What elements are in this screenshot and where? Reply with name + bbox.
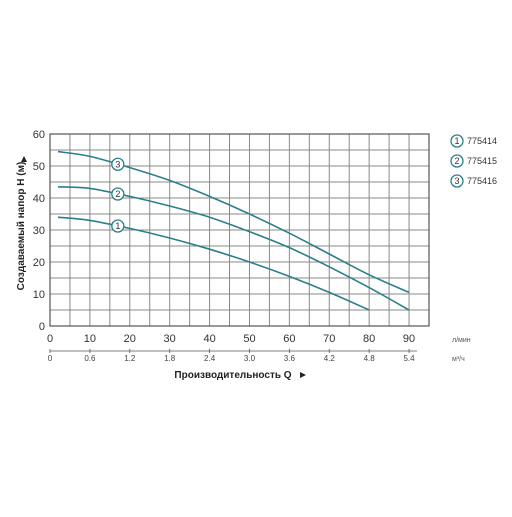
grid xyxy=(49,133,430,327)
series-marker-circle xyxy=(111,187,125,201)
x-tick-label: 20 xyxy=(124,333,136,345)
y-axis-label: Создаваемый напор H (м) xyxy=(16,162,27,291)
x-axis-label: Производительность Q xyxy=(174,370,291,381)
y-tick-label: 20 xyxy=(33,257,45,269)
legend-marker-circle xyxy=(450,134,464,148)
series-marker-3: 3 xyxy=(111,157,125,171)
legend-marker-circle xyxy=(450,174,464,188)
legend-label: 775414 xyxy=(467,136,497,146)
x-tick-label: 50 xyxy=(243,333,255,345)
x-tick-label-secondary: 4.8 xyxy=(364,354,376,363)
series-line-2 xyxy=(57,186,410,311)
legend-item-1: 1 775414 xyxy=(450,134,497,148)
x-tick-label-secondary: 3.0 xyxy=(244,354,256,363)
series-marker-number: 3 xyxy=(115,159,120,169)
x-tick-label: 10 xyxy=(84,333,96,345)
x-axis-title: Производительность Q xyxy=(174,370,306,381)
arrow-up-icon xyxy=(21,156,27,162)
y-tick-label: 50 xyxy=(33,161,45,173)
legend-label: 775416 xyxy=(467,176,497,186)
x-tick-label: 30 xyxy=(164,333,176,345)
y-tick-label: 60 xyxy=(33,129,45,141)
series-line-3 xyxy=(57,150,410,294)
legend: 1 775414 2 775415 3 775416 xyxy=(450,134,497,188)
legend-marker-number: 1 xyxy=(454,136,459,146)
x-tick-label: 80 xyxy=(363,333,375,345)
legend-item-2: 2 775415 xyxy=(450,154,497,168)
x-tick-label: 60 xyxy=(283,333,295,345)
series-layer xyxy=(57,150,410,311)
x-axis-unit-primary: л/мин xyxy=(452,337,471,344)
legend-item-3: 3 775416 xyxy=(450,174,497,188)
series-marker-number: 2 xyxy=(115,189,120,199)
y-tick-label: 40 xyxy=(33,193,45,205)
y-tick-label: 10 xyxy=(33,289,45,301)
series-marker-2: 2 xyxy=(111,187,125,201)
legend-label: 775415 xyxy=(467,156,497,166)
x-axis-unit-secondary: м³/ч xyxy=(452,356,465,363)
legend-marker-number: 3 xyxy=(454,176,459,186)
x-tick-label-secondary: 2.4 xyxy=(204,354,216,363)
x-tick-label-secondary: 1.8 xyxy=(164,354,176,363)
series-marker-circle xyxy=(111,157,125,171)
series-marker-1: 1 xyxy=(111,219,125,233)
series-markers: 1 2 3 xyxy=(111,157,125,233)
x-tick-label: 90 xyxy=(403,333,415,345)
y-tick-label: 0 xyxy=(39,321,45,333)
x-tick-label-secondary: 0.6 xyxy=(84,354,96,363)
x-tick-label-secondary: 4.2 xyxy=(324,354,336,363)
x-tick-label-secondary: 1.2 xyxy=(124,354,136,363)
legend-marker-circle xyxy=(450,154,464,168)
series-marker-number: 1 xyxy=(115,221,120,231)
x-tick-label-secondary: 3.6 xyxy=(284,354,296,363)
series-marker-circle xyxy=(111,219,125,233)
x-tick-label-secondary: 0 xyxy=(48,354,53,363)
x-tick-label: 70 xyxy=(323,333,335,345)
legend-marker-number: 2 xyxy=(454,156,459,166)
plot-frame xyxy=(49,133,430,327)
x-tick-label: 40 xyxy=(203,333,215,345)
y-tick-label: 30 xyxy=(33,225,45,237)
x-tick-label-secondary: 5.4 xyxy=(403,354,415,363)
x-tick-label: 0 xyxy=(47,333,53,345)
axes: 0 10 20 30 40 50 60 0 10 20 30 40 50 60 70 80 90 0 0.6 1.2 1… xyxy=(33,129,430,363)
arrow-right-icon xyxy=(300,372,306,378)
series-line-1 xyxy=(57,216,370,311)
